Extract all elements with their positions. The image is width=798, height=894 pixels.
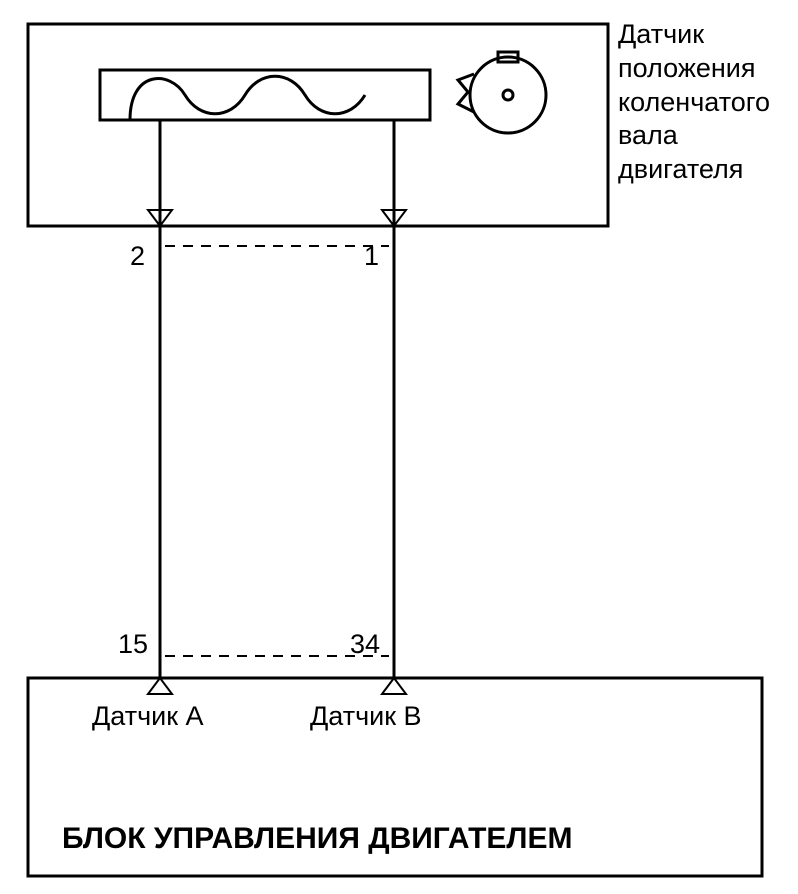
pin-label-top-left: 2 — [130, 240, 145, 274]
pin-label-bot-right: 34 — [350, 628, 380, 662]
sensor-box — [28, 24, 608, 226]
pin-label-bot-left: 15 — [118, 628, 148, 662]
sensor-a-label: Датчик А — [92, 700, 204, 734]
coil-winding — [130, 76, 365, 120]
sensor-title-label: Датчик положения коленчатого вала двигат… — [618, 18, 798, 187]
pin-triangle-bot-right — [382, 678, 406, 694]
pin-triangle-bot-left — [148, 678, 172, 694]
tone-wheel-outer — [470, 57, 546, 133]
pin-label-top-right: 1 — [364, 240, 379, 274]
tone-wheel-inner — [503, 90, 513, 100]
ecu-title-label: БЛОК УПРАВЛЕНИЯ ДВИГАТЕЛЕМ — [62, 820, 572, 858]
sensor-b-label: Датчик В — [310, 700, 422, 734]
